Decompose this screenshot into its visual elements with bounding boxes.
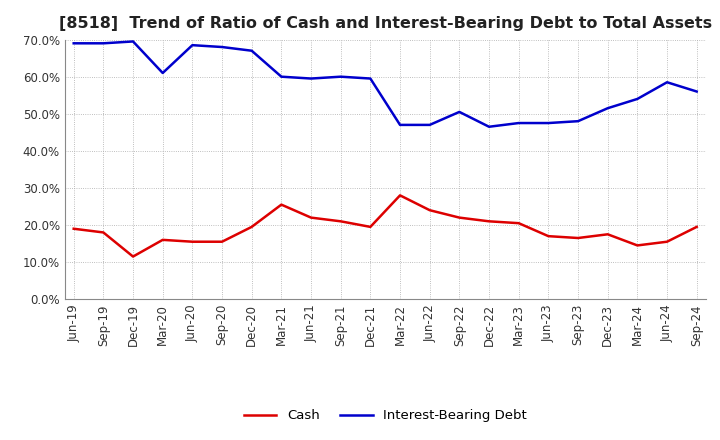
Interest-Bearing Debt — [217, 44, 226, 50]
Interest-Bearing Debt — [574, 118, 582, 124]
Cash — [544, 234, 553, 239]
Line: Interest-Bearing Debt: Interest-Bearing Debt — [73, 41, 697, 127]
Cash — [336, 219, 345, 224]
Cash — [217, 239, 226, 244]
Cash — [662, 239, 671, 244]
Cash — [693, 224, 701, 230]
Cash — [188, 239, 197, 244]
Interest-Bearing Debt — [336, 74, 345, 79]
Cash — [277, 202, 286, 207]
Interest-Bearing Debt — [662, 80, 671, 85]
Cash — [633, 243, 642, 248]
Cash — [248, 224, 256, 230]
Interest-Bearing Debt — [307, 76, 315, 81]
Interest-Bearing Debt — [129, 39, 138, 44]
Cash — [366, 224, 374, 230]
Cash — [426, 208, 434, 213]
Cash — [307, 215, 315, 220]
Legend: Cash, Interest-Bearing Debt: Cash, Interest-Bearing Debt — [238, 404, 532, 428]
Interest-Bearing Debt — [366, 76, 374, 81]
Cash — [396, 193, 405, 198]
Interest-Bearing Debt — [603, 106, 612, 111]
Cash — [455, 215, 464, 220]
Cash — [485, 219, 493, 224]
Cash — [99, 230, 108, 235]
Interest-Bearing Debt — [188, 43, 197, 48]
Cash — [129, 254, 138, 259]
Interest-Bearing Debt — [693, 89, 701, 94]
Interest-Bearing Debt — [99, 40, 108, 46]
Interest-Bearing Debt — [544, 121, 553, 126]
Cash — [603, 231, 612, 237]
Interest-Bearing Debt — [485, 124, 493, 129]
Interest-Bearing Debt — [455, 109, 464, 114]
Interest-Bearing Debt — [158, 70, 167, 76]
Cash — [574, 235, 582, 241]
Interest-Bearing Debt — [396, 122, 405, 128]
Interest-Bearing Debt — [69, 40, 78, 46]
Interest-Bearing Debt — [248, 48, 256, 53]
Interest-Bearing Debt — [277, 74, 286, 79]
Interest-Bearing Debt — [633, 96, 642, 102]
Cash — [158, 237, 167, 242]
Interest-Bearing Debt — [426, 122, 434, 128]
Line: Cash: Cash — [73, 195, 697, 257]
Title: [8518]  Trend of Ratio of Cash and Interest-Bearing Debt to Total Assets: [8518] Trend of Ratio of Cash and Intere… — [58, 16, 712, 32]
Cash — [514, 220, 523, 226]
Interest-Bearing Debt — [514, 121, 523, 126]
Cash — [69, 226, 78, 231]
